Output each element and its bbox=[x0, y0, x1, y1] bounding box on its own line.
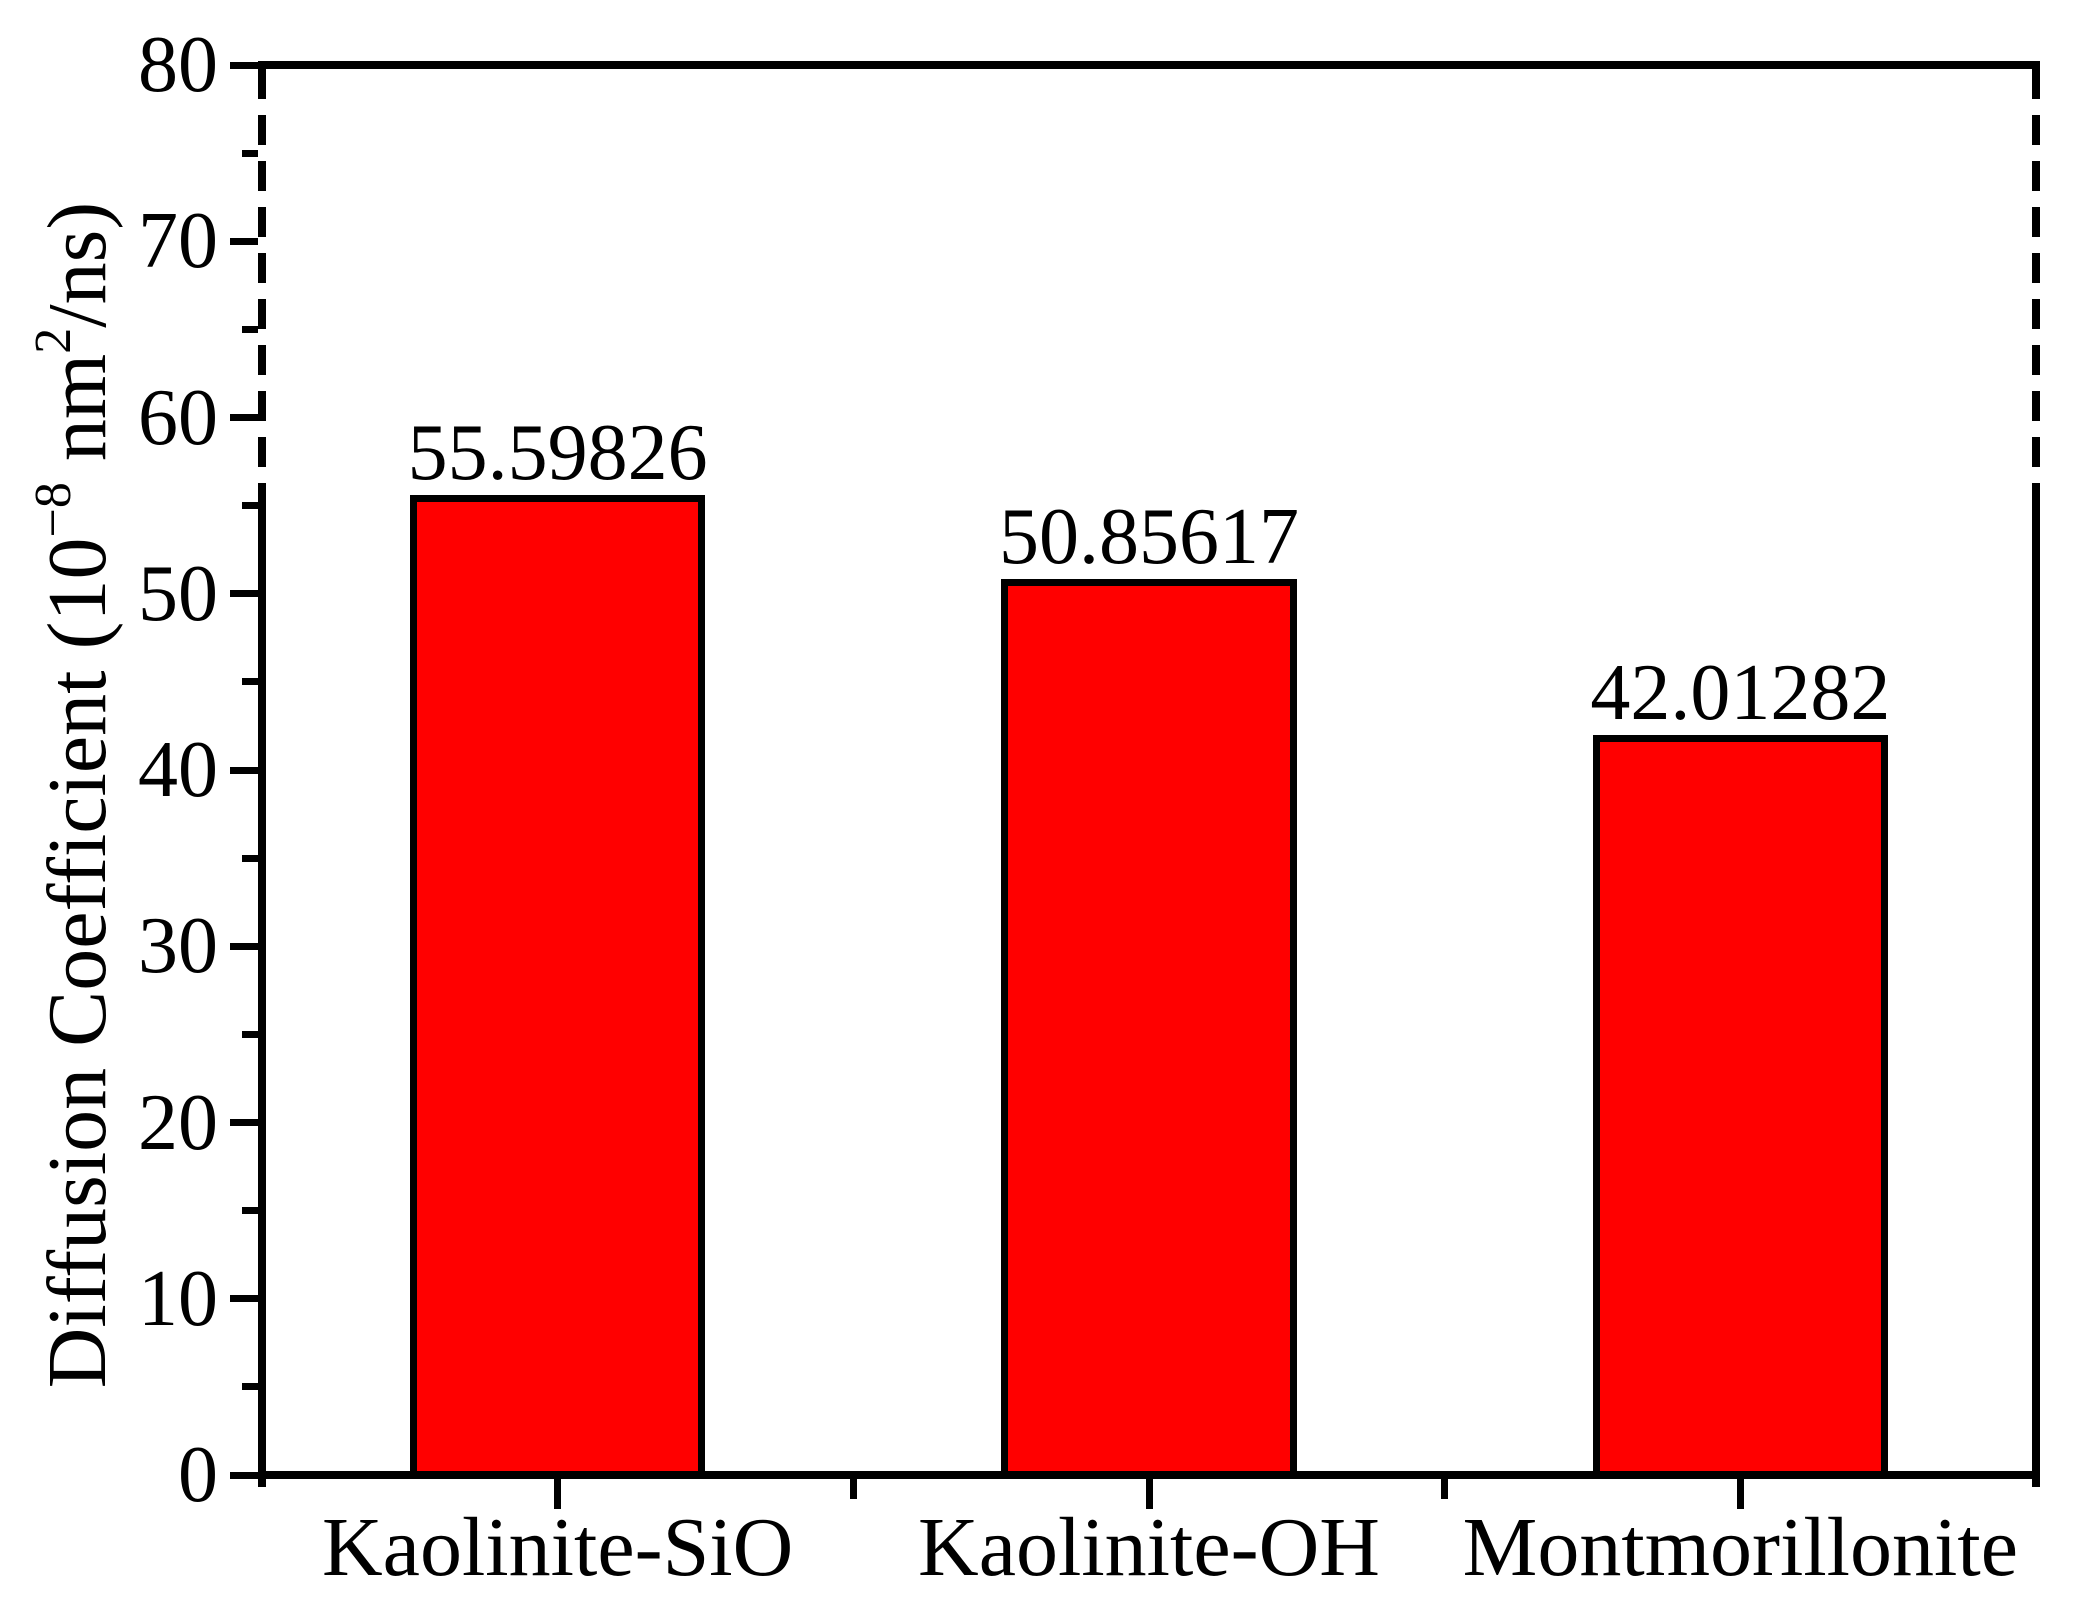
x-axis-line bbox=[258, 1471, 2040, 1479]
y-minor-tick bbox=[242, 1383, 258, 1391]
bar-value-label: 42.01282 bbox=[1590, 648, 1891, 737]
x-minor-tick bbox=[849, 1479, 857, 1499]
right-spine-dashed-segment bbox=[2032, 69, 2040, 496]
y-axis-label-text: nm bbox=[31, 353, 124, 483]
x-category-label: Montmorillonite bbox=[1462, 1501, 2018, 1594]
bar-value-label: 55.59826 bbox=[407, 409, 708, 498]
y-minor-tick bbox=[242, 502, 258, 510]
bar bbox=[1001, 578, 1297, 1479]
y-tick-label: 80 bbox=[138, 21, 218, 109]
y-minor-tick bbox=[242, 854, 258, 862]
y-major-tick bbox=[230, 61, 258, 69]
x-category-label: Kaolinite-OH bbox=[918, 1501, 1380, 1594]
y-minor-tick bbox=[242, 678, 258, 686]
bar bbox=[1592, 734, 1889, 1479]
x-minor-tick bbox=[1441, 1479, 1449, 1499]
y-tick-label: 70 bbox=[138, 197, 218, 286]
y-major-tick bbox=[230, 590, 258, 598]
y-major-tick bbox=[230, 1295, 258, 1303]
y-tick-label: 10 bbox=[138, 1254, 218, 1343]
bar bbox=[409, 495, 706, 1479]
y-tick-label: 50 bbox=[138, 549, 218, 638]
y-minor-tick bbox=[242, 1030, 258, 1038]
x-category-label: Kaolinite-SiO bbox=[322, 1501, 794, 1594]
right-spine bbox=[2032, 495, 2040, 1487]
y-tick-label: 30 bbox=[138, 902, 218, 991]
y-major-tick bbox=[230, 942, 258, 950]
y-major-tick bbox=[230, 766, 258, 774]
y-major-tick bbox=[230, 1119, 258, 1126]
y-tick-label: 40 bbox=[138, 726, 218, 814]
y-tick-label: 60 bbox=[138, 373, 218, 462]
y-major-tick bbox=[230, 414, 258, 421]
y-axis-label-text: /ns) bbox=[31, 201, 124, 328]
y-axis-label-text: Diffusion Coefficient (10 bbox=[31, 537, 124, 1389]
y-minor-tick bbox=[242, 325, 258, 333]
y-minor-tick bbox=[242, 149, 258, 157]
y-axis-label-superscript-squared: 2 bbox=[24, 327, 82, 354]
y-axis-dashed-segment bbox=[258, 69, 266, 496]
top-spine bbox=[258, 61, 2040, 69]
y-tick-label: 0 bbox=[178, 1431, 218, 1519]
y-axis-label: Diffusion Coefficient (10−8 nm2/ns) bbox=[25, 201, 126, 1389]
y-major-tick bbox=[230, 1471, 258, 1479]
x-major-tick bbox=[1145, 1479, 1153, 1509]
x-major-tick bbox=[554, 1479, 562, 1509]
y-minor-tick bbox=[242, 1207, 258, 1215]
y-axis-line bbox=[258, 495, 266, 1487]
y-major-tick bbox=[230, 237, 258, 245]
x-major-tick bbox=[1736, 1479, 1744, 1509]
bar-value-label: 50.85617 bbox=[999, 492, 1299, 581]
y-axis-label-superscript-exponent: −8 bbox=[24, 482, 82, 538]
y-tick-label: 20 bbox=[138, 1078, 218, 1167]
